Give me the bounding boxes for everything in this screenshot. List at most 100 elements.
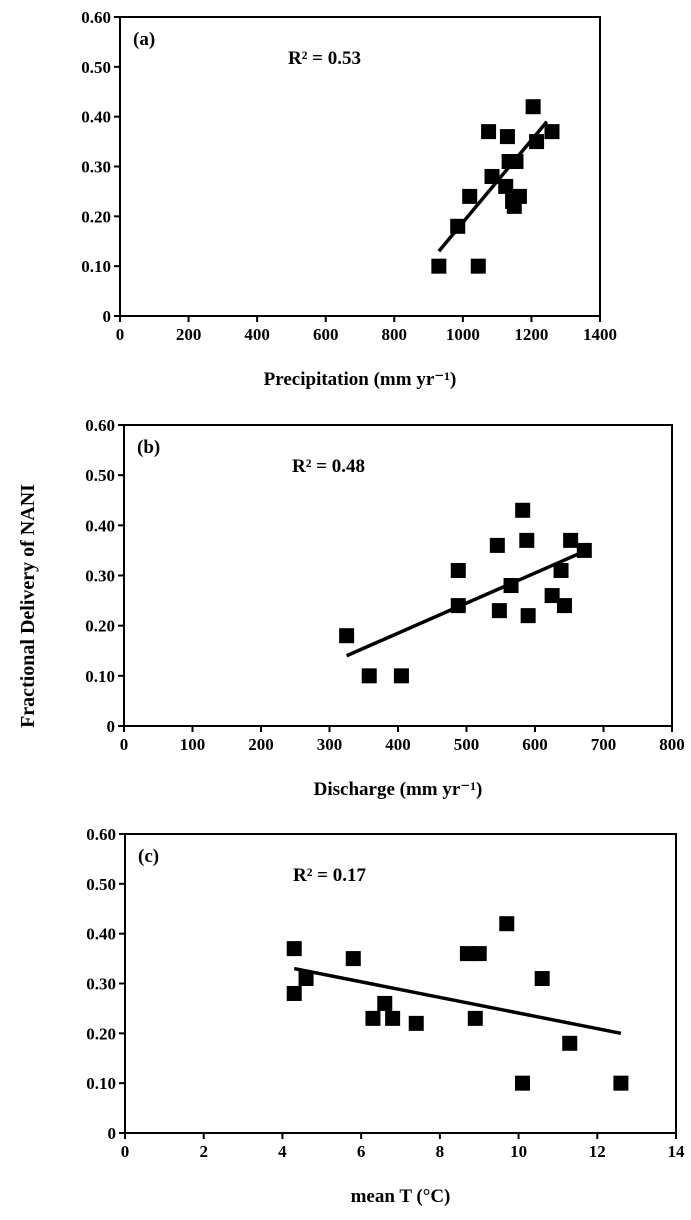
data-point xyxy=(361,668,377,684)
y-tick-label: 0.20 xyxy=(86,1024,116,1043)
y-tick-label: 0.20 xyxy=(85,617,115,636)
data-point xyxy=(511,188,527,204)
data-point xyxy=(499,916,515,932)
data-point xyxy=(489,537,505,553)
data-point xyxy=(471,946,487,962)
y-tick-label: 0.30 xyxy=(86,975,116,994)
data-point xyxy=(576,542,592,558)
data-point xyxy=(529,134,545,150)
x-tick-label: 10 xyxy=(510,1142,527,1161)
x-tick-label: 0 xyxy=(116,325,125,344)
data-point xyxy=(556,598,572,614)
x-tick-label: 200 xyxy=(176,325,202,344)
r-squared-annotation: R² = 0.53 xyxy=(288,48,361,69)
data-point xyxy=(515,1075,531,1091)
trend-line xyxy=(293,966,622,1036)
data-point xyxy=(450,218,466,234)
data-point xyxy=(544,588,560,604)
data-point xyxy=(503,578,519,594)
data-point xyxy=(562,1035,578,1051)
data-point xyxy=(481,124,497,140)
data-point xyxy=(408,1015,424,1031)
y-tick-label: 0 xyxy=(108,1124,117,1143)
y-tick-label: 0.60 xyxy=(81,8,111,27)
x-tick-label: 12 xyxy=(589,1142,606,1161)
panel-label: (c) xyxy=(138,846,159,867)
x-tick-label: 4 xyxy=(278,1142,287,1161)
y-tick-label: 0.60 xyxy=(85,416,115,435)
data-point xyxy=(484,168,500,184)
x-tick-label: 600 xyxy=(313,325,339,344)
y-tick-label: 0.50 xyxy=(81,58,111,77)
data-point xyxy=(286,985,302,1001)
y-tick-label: 0.50 xyxy=(86,875,116,894)
data-point xyxy=(515,502,531,518)
data-point xyxy=(431,258,447,274)
data-point xyxy=(613,1075,629,1091)
x-axis-title: Precipitation (mm yr⁻¹) xyxy=(264,369,457,390)
data-point xyxy=(563,532,579,548)
data-point xyxy=(520,608,536,624)
y-tick-label: 0.40 xyxy=(81,108,111,127)
chart-panel-b: 0 0.10 0.20 0.30 0.40 0.50 0.60 0 100 200 300 400 50… xyxy=(85,416,685,800)
x-tick-label: 300 xyxy=(317,735,343,754)
data-point xyxy=(393,668,409,684)
x-tick-label: 100 xyxy=(180,735,206,754)
y-tick-label: 0.10 xyxy=(81,257,111,276)
data-point xyxy=(459,946,475,962)
data-point xyxy=(498,178,514,194)
x-tick-label: 400 xyxy=(244,325,270,344)
data-point xyxy=(467,1010,483,1026)
chart-panel-a: 0 0.10 0.20 0.30 0.40 0.50 0.60 0 200 400 600 800 10… xyxy=(81,8,617,390)
y-tick-label: 0.40 xyxy=(85,516,115,535)
chart-panel-c: 0 0.10 0.20 0.30 0.40 0.50 0.60 0 2 4 6 8 10 12 14 (c) R… xyxy=(86,825,685,1207)
data-point xyxy=(450,562,466,578)
x-tick-label: 8 xyxy=(436,1142,445,1161)
data-point xyxy=(553,562,569,578)
x-tick-label: 400 xyxy=(385,735,411,754)
data-point xyxy=(450,598,466,614)
x-tick-label: 600 xyxy=(522,735,548,754)
x-axis-title: Discharge (mm yr⁻¹) xyxy=(314,779,483,800)
x-tick-label: 14 xyxy=(668,1142,686,1161)
data-point xyxy=(491,603,507,619)
x-tick-label: 0 xyxy=(120,735,129,754)
x-tick-label: 500 xyxy=(454,735,480,754)
x-tick-label: 1400 xyxy=(583,325,617,344)
y-tick-label: 0.30 xyxy=(81,158,111,177)
x-axis-title: mean T (°C) xyxy=(351,1186,451,1207)
y-tick-label: 0.10 xyxy=(85,667,115,686)
data-point xyxy=(345,951,361,967)
data-point xyxy=(534,971,550,987)
x-tick-label: 800 xyxy=(659,735,685,754)
x-tick-label: 6 xyxy=(357,1142,366,1161)
y-tick-label: 0.10 xyxy=(86,1074,116,1093)
y-tick-label: 0 xyxy=(103,307,112,326)
panel-label: (a) xyxy=(133,29,155,50)
x-tick-label: 2 xyxy=(199,1142,208,1161)
data-point xyxy=(286,941,302,957)
x-tick-label: 0 xyxy=(121,1142,130,1161)
data-point xyxy=(365,1010,381,1026)
data-point xyxy=(339,628,355,644)
r-squared-annotation: R² = 0.17 xyxy=(293,865,366,886)
data-point xyxy=(377,995,393,1011)
y-tick-label: 0.20 xyxy=(81,207,111,226)
data-point xyxy=(508,154,524,170)
y-tick-label: 0 xyxy=(107,717,116,736)
data-point xyxy=(462,188,478,204)
data-point xyxy=(499,129,515,145)
y-tick-label: 0.40 xyxy=(86,925,116,944)
y-tick-label: 0.50 xyxy=(85,466,115,485)
plot-frame xyxy=(124,833,677,1134)
panel-label: (b) xyxy=(137,437,160,458)
data-point xyxy=(525,99,541,115)
y-axis-title: Fractional Delivery of NANI xyxy=(17,484,39,728)
data-point xyxy=(519,532,535,548)
data-point xyxy=(470,258,486,274)
x-tick-label: 800 xyxy=(382,325,408,344)
data-point xyxy=(385,1010,401,1026)
y-tick-label: 0.60 xyxy=(86,825,116,844)
r-squared-annotation: R² = 0.48 xyxy=(292,456,365,477)
